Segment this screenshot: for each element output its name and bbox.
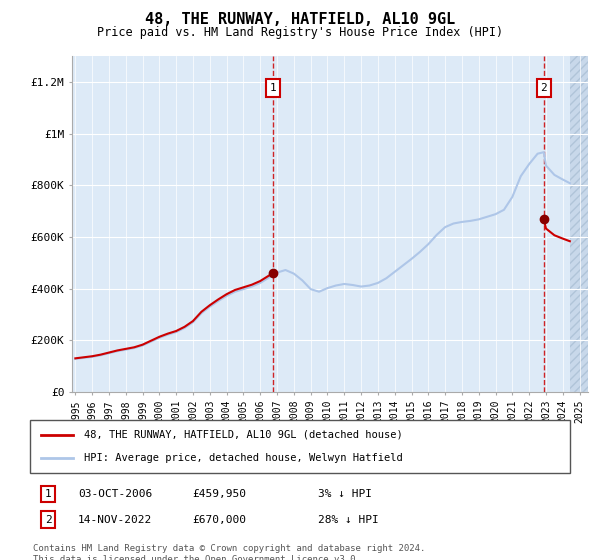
FancyBboxPatch shape [30, 420, 570, 473]
Text: 14-NOV-2022: 14-NOV-2022 [78, 515, 152, 525]
Text: HPI: Average price, detached house, Welwyn Hatfield: HPI: Average price, detached house, Welw… [84, 453, 403, 463]
Text: Price paid vs. HM Land Registry's House Price Index (HPI): Price paid vs. HM Land Registry's House … [97, 26, 503, 39]
Text: 48, THE RUNWAY, HATFIELD, AL10 9GL: 48, THE RUNWAY, HATFIELD, AL10 9GL [145, 12, 455, 27]
Text: 48, THE RUNWAY, HATFIELD, AL10 9GL (detached house): 48, THE RUNWAY, HATFIELD, AL10 9GL (deta… [84, 430, 403, 440]
Text: 1: 1 [44, 489, 52, 499]
Text: £459,950: £459,950 [192, 489, 246, 499]
Text: 03-OCT-2006: 03-OCT-2006 [78, 489, 152, 499]
Text: 2: 2 [541, 83, 547, 94]
Text: £670,000: £670,000 [192, 515, 246, 525]
Text: 3% ↓ HPI: 3% ↓ HPI [318, 489, 372, 499]
Text: Contains HM Land Registry data © Crown copyright and database right 2024.
This d: Contains HM Land Registry data © Crown c… [33, 544, 425, 560]
Text: 2: 2 [44, 515, 52, 525]
Text: 28% ↓ HPI: 28% ↓ HPI [318, 515, 379, 525]
Text: 1: 1 [269, 83, 276, 94]
